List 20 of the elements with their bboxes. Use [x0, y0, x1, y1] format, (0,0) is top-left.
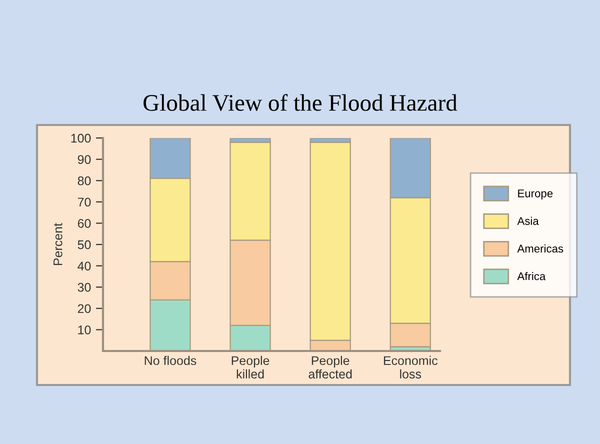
y-tick-label: 20: [78, 304, 91, 314]
legend-label: Europe: [518, 190, 553, 200]
y-axis-title: Percent: [54, 223, 62, 266]
x-tick-label: No floods: [144, 356, 196, 366]
legend-label: Africa: [517, 272, 546, 280]
y-tick-label: 70: [78, 198, 91, 207]
chart-title: Global View of the Flood Hazard: [144, 94, 458, 112]
y-tick-label: 100: [71, 134, 91, 143]
y-tick-label: 50: [78, 240, 91, 250]
y-tick-label: 80: [78, 176, 91, 186]
y-tick-label: 90: [78, 155, 91, 164]
x-tick-label: Economic loss: [384, 356, 438, 379]
y-tick-label: 10: [78, 326, 91, 334]
legend-label: Americas: [517, 244, 564, 253]
x-tick-label: People affected: [308, 356, 352, 379]
y-tick-label: 30: [78, 282, 91, 292]
x-tick-label: People killed: [232, 356, 270, 379]
y-tick-label: 60: [78, 219, 91, 228]
y-tick-label: 40: [78, 262, 91, 270]
legend-label: Asia: [517, 216, 539, 225]
